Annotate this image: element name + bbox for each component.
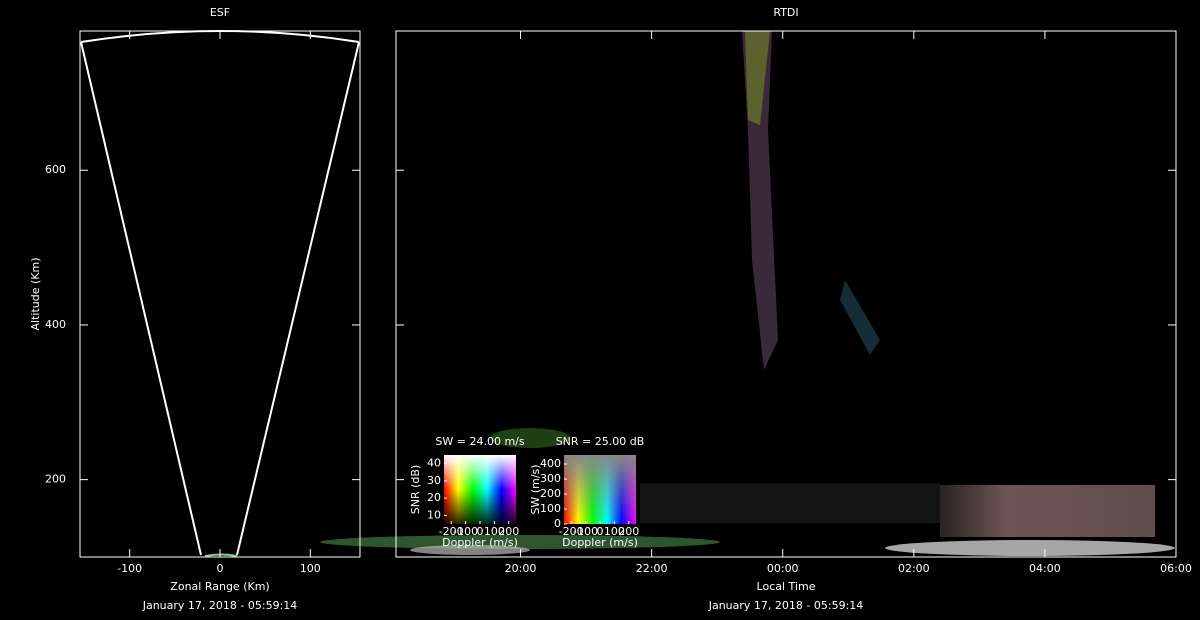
y-tick-label: 40: [427, 457, 441, 470]
x-tick-label: 22:00: [636, 562, 668, 575]
x-tick-label: -100: [573, 525, 598, 538]
y-axis-label: SNR (dB): [409, 465, 422, 514]
x-tick-label: -200: [559, 525, 584, 538]
x-tick-label: 0: [597, 525, 604, 538]
y-tick-label: 100: [540, 502, 561, 515]
y-axis-label: SW (m/s): [529, 464, 542, 514]
x-axis-label: Doppler (m/s): [562, 536, 638, 549]
x-tick-label: -100: [117, 562, 142, 575]
rtdi-echoes: [320, 31, 1175, 556]
y-tick-label: 10: [427, 508, 441, 521]
plot-frame: [395, 30, 1177, 558]
x-tick-label: 06:00: [1160, 562, 1192, 575]
plot-frame: [79, 30, 361, 558]
y-tick-label: 200: [540, 487, 561, 500]
colormap-b-shade: [564, 455, 636, 524]
colormap-a-shade: [444, 455, 516, 524]
x-tick-label: 100: [604, 525, 625, 538]
y-tick-label: 400: [45, 318, 66, 331]
x-tick-label: -200: [439, 525, 464, 538]
x-tick-label: 00:00: [767, 562, 799, 575]
y-tick-label: 200: [45, 473, 66, 486]
timestamp: January 17, 2018 - 05:59:14: [142, 599, 298, 612]
x-tick-label: 100: [484, 525, 505, 538]
y-tick-label: 0: [554, 517, 561, 530]
y-tick-label: 20: [427, 491, 441, 504]
chart-title: RTDI: [773, 6, 798, 19]
x-tick-label: 20:00: [505, 562, 537, 575]
x-tick-label: 200: [498, 525, 519, 538]
y-axis-label: Altitude (Km): [29, 258, 42, 331]
x-tick-label: 100: [300, 562, 321, 575]
x-tick-label: 02:00: [898, 562, 930, 575]
chart-title: ESF: [210, 6, 230, 19]
y-tick-label: 400: [540, 457, 561, 470]
x-tick-label: 04:00: [1029, 562, 1061, 575]
x-tick-label: 0: [477, 525, 484, 538]
x-axis-label: Zonal Range (Km): [170, 580, 269, 593]
chart-title: SNR = 25.00 dB: [556, 435, 645, 448]
y-tick-label: 600: [45, 163, 66, 176]
chart-title: SW = 24.00 m/s: [435, 435, 524, 448]
x-tick-label: -100: [453, 525, 478, 538]
y-tick-label: 300: [540, 472, 561, 485]
esf-fan: [80, 30, 360, 557]
x-tick-label: 200: [618, 525, 639, 538]
x-tick-label: 0: [217, 562, 224, 575]
x-axis-label: Local Time: [757, 580, 816, 593]
timestamp: January 17, 2018 - 05:59:14: [708, 599, 864, 612]
y-tick-label: 30: [427, 474, 441, 487]
x-axis-label: Doppler (m/s): [442, 536, 518, 549]
